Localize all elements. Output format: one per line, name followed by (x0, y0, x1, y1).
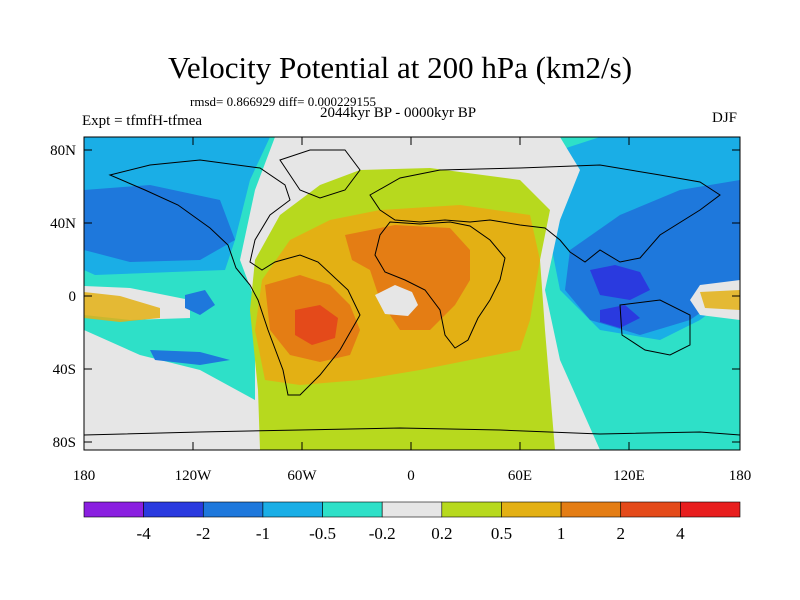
lat-label-40s: 40S (53, 362, 76, 378)
colorbar-box (262, 501, 323, 518)
lat-label-40n: 40N (50, 216, 76, 232)
south-america-max (295, 305, 338, 345)
colorbar-label: -1 (256, 524, 270, 543)
lon-label-180e: 180 (729, 468, 752, 484)
colorbar-box (381, 501, 443, 518)
southeast-pacific-blue (150, 350, 230, 365)
colorbar-box (620, 501, 681, 518)
lon-label-180w: 180 (73, 468, 96, 484)
colorbar-label: -2 (196, 524, 210, 543)
colorbar-label: -0.2 (369, 524, 396, 543)
lat-label-80n: 80N (50, 143, 76, 159)
colorbar-label: -4 (137, 524, 152, 543)
stats-text: rmsd= 0.866929 diff= 0.000229155 (190, 94, 376, 109)
colorbar-label: 0.2 (431, 524, 452, 543)
experiment-label: Expt = tfmfH-tfmea (82, 113, 203, 129)
map-frame (83, 136, 741, 451)
colorbar (83, 501, 741, 518)
colorbar-box (202, 501, 264, 518)
colorbar-label: 0.5 (491, 524, 512, 543)
maritime-continent-dark-blue (590, 265, 650, 300)
lat-labels: 80N 40N 0 40S 80S (50, 143, 76, 451)
maritime-continent-dark-blue-2 (600, 305, 640, 328)
colorbar-box (560, 501, 622, 518)
colorbar-box (680, 501, 741, 518)
colorbar-box (441, 501, 502, 518)
colorbar-box (143, 501, 204, 518)
colorbar-label: 2 (616, 524, 625, 543)
lat-ticks (84, 149, 740, 443)
lon-label-0: 0 (407, 468, 415, 484)
colorbar-box (322, 501, 383, 518)
east-pacific-positive-tongue (84, 292, 160, 322)
contour-field (84, 137, 740, 450)
period-label: 2044kyr BP - 0000kyr BP (320, 105, 477, 121)
lon-ticks (83, 137, 630, 450)
colorbar-box (83, 501, 144, 518)
southwest-near-zero (84, 330, 255, 450)
colorbar-label: 4 (676, 524, 685, 543)
colorbar-label: -0.5 (309, 524, 336, 543)
atlantic-hole (375, 285, 418, 316)
lon-label-60e: 60E (508, 468, 532, 484)
lon-labels: 180 120W 60W 0 60E 120E 180 (73, 468, 752, 484)
season-label: DJF (712, 110, 738, 126)
lat-label-80s: 80S (53, 435, 76, 451)
west-pacific-positive-tongue (700, 290, 740, 310)
east-pacific-small-blue (185, 290, 215, 315)
chart-title: Velocity Potential at 200 hPa (km2/s) (167, 50, 633, 85)
colorbar-box (501, 501, 562, 518)
lat-label-eq: 0 (69, 289, 77, 305)
colorbar-labels: -4 -2 -1 -0.5 -0.2 0.2 0.5 1 2 4 (137, 524, 686, 543)
lon-label-60w: 60W (287, 468, 317, 484)
lon-label-120e: 120E (613, 468, 645, 484)
pacific-west-blue (84, 185, 235, 262)
coastlines (84, 149, 740, 436)
colorbar-label: 1 (557, 524, 566, 543)
lon-label-120w: 120W (175, 468, 213, 484)
